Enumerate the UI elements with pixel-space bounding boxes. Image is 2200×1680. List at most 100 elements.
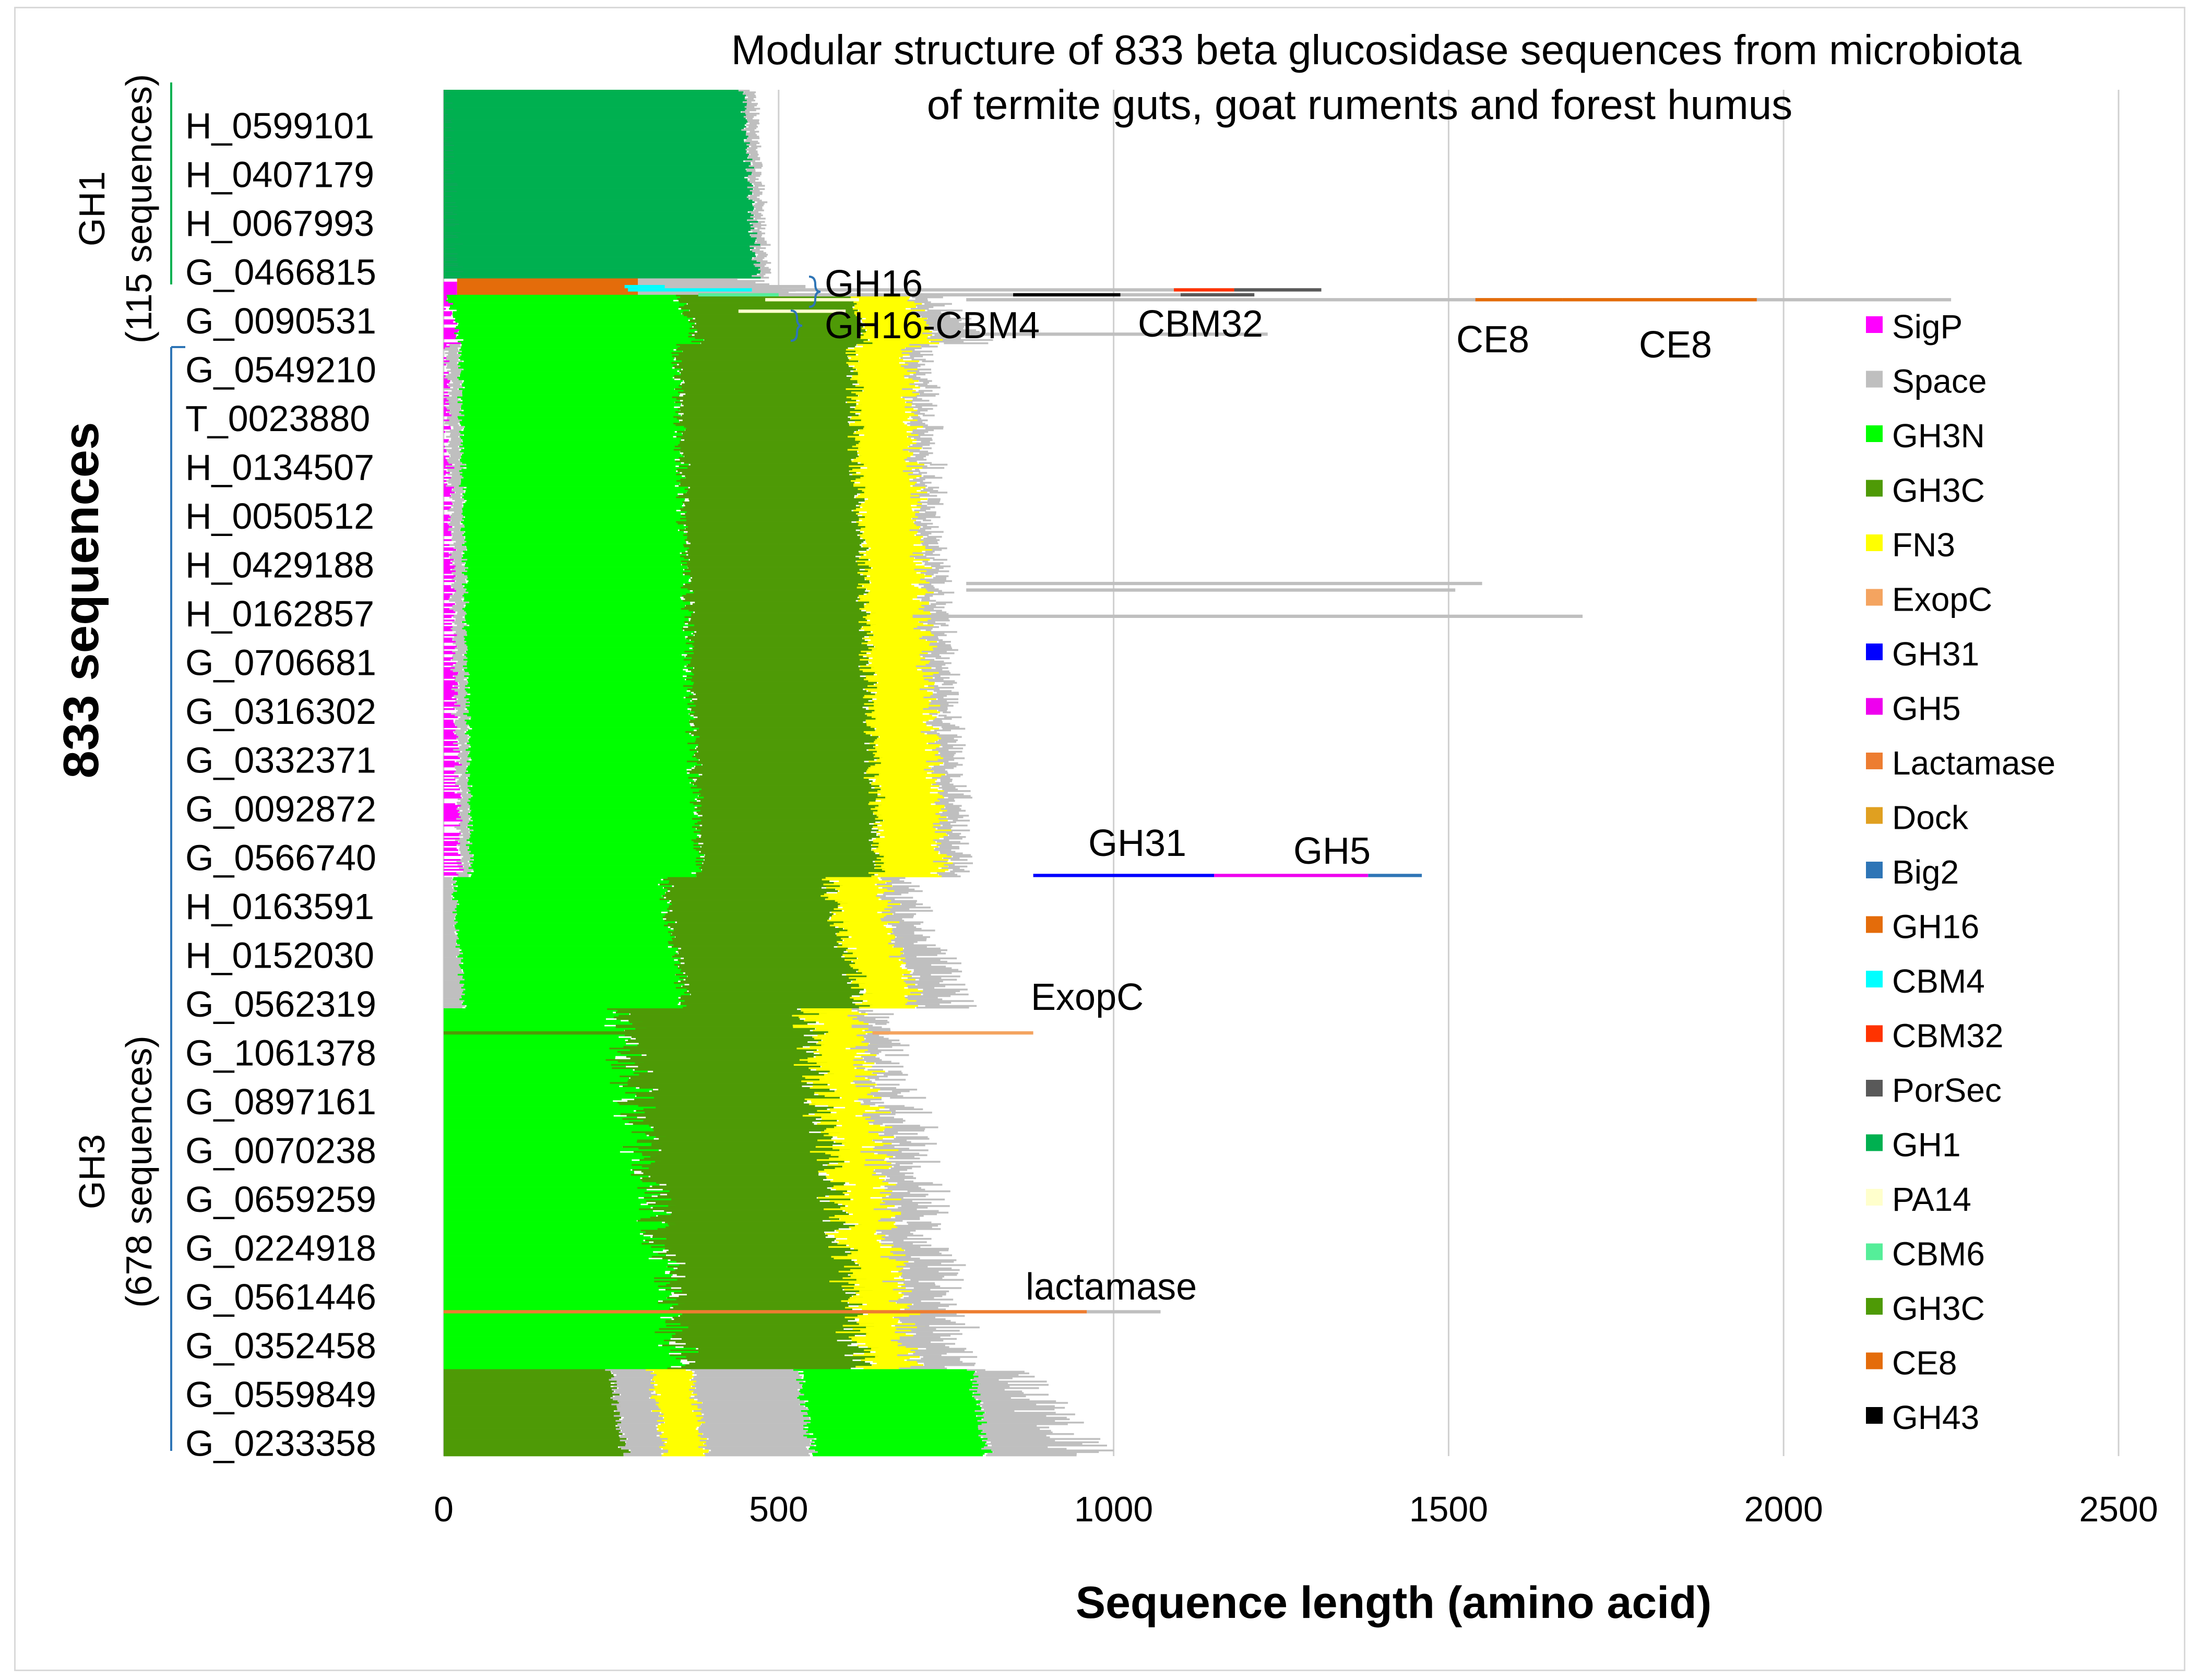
bar-segment-gh1 [444,231,748,233]
bar-segment-space [447,469,462,471]
bar-segment-space [455,601,469,604]
annotation-gh31: GH31 [1088,823,1186,864]
bar-segment-space [612,1392,651,1394]
bar-segment-gh3n [461,454,682,456]
bar-segment-space [944,762,958,765]
bar-segment-gh3c [686,538,860,540]
bar-segment-fn3 [865,1343,911,1345]
bar-segment-gh3c [662,895,824,897]
bar-segment-gh3c [680,508,861,510]
bar-segment-gh3c [688,777,864,779]
bar-segment-space [452,606,465,609]
bar-segment-fn3 [852,960,910,963]
bar-segment-space [919,314,950,317]
bar-segment-gh3n [467,575,694,577]
bar-segment-space [884,908,910,910]
bar-segment-gh3n [811,1418,982,1421]
bar-segment-gh3n [470,687,695,689]
bar-segment-gh3n [803,1425,980,1427]
bar-segment-sigp [444,716,458,719]
bar-segment-space [883,1144,925,1147]
bar-segment-gh3c [683,585,862,587]
bar-segment-space [882,911,896,914]
bar-segment-space [455,839,468,841]
bar-segment-gh3n [454,924,667,927]
bar-segment-space [925,664,946,666]
bar-segment-sigp [444,439,449,441]
bar-segment-gh3c [697,779,869,781]
bar-segment-gh3c [644,1158,843,1160]
bar-segment-gh3n [444,1136,666,1138]
bar-segment-gh3n [464,539,689,541]
bar-segment-gh3c [642,1154,834,1157]
bar-segment-space [456,769,468,771]
bar-segment-gh3n [444,1141,649,1143]
bar-segment-space [930,631,957,633]
bar-segment-space [977,1371,1025,1373]
bar-segment-space [929,581,945,584]
bar-segment-gh3c [692,756,874,758]
bar-segment-fn3 [862,532,917,535]
bar-segment-gh1 [444,273,757,276]
bar-segment-space [926,321,959,323]
bar-segment-space [938,787,956,789]
bar-segment-space [876,895,886,897]
bar-segment-space [922,670,949,673]
bar-segment-fn3 [838,1155,893,1158]
bar-segment-gh3n [466,644,695,646]
bar-segment-space [913,454,929,456]
bar-segment-space [899,1367,947,1369]
bar-segment-sigp [444,337,457,340]
bar-segment-gh3n [457,363,677,366]
bar-segment-space [921,669,943,671]
bar-segment-fn3 [824,1074,877,1076]
bar-segment-space [933,577,947,579]
bar-segment-space [456,734,468,736]
bar-segment-gh3c [699,736,879,738]
bar-segment-gh3n [802,1385,972,1388]
bar-segment-space [451,493,461,495]
bar-segment-space [444,885,456,887]
bar-segment-gh3n [444,1226,673,1229]
bar-segment-gh3n [462,393,680,395]
bar-segment-fn3 [857,587,919,589]
bar-segment-space [444,970,462,973]
bar-segment-fn3 [850,1251,903,1253]
bar-segment-space [611,1397,649,1399]
bar-segment-space [451,501,462,504]
bar-segment-gh3c [651,1090,835,1092]
bar-segment-gh3n [459,903,676,905]
bar-segment-fn3 [872,1364,923,1366]
bar-segment-space [905,347,922,349]
bar-segment-gh3c [617,1051,806,1053]
bar-segment-gh16 [457,280,638,282]
bar-segment-space [449,434,463,436]
bar-segment-gh3c [679,485,854,487]
bar-segment-gh3n [458,323,695,325]
bar-segment-space [451,475,463,478]
bar-segment-gh3c [444,1439,620,1442]
bar-segment-gh3n [802,1387,980,1389]
bar-segment-space [915,469,920,471]
bar-segment-space [853,1059,882,1061]
bar-segment-space [873,1148,909,1150]
bar-segment-gh3c [662,916,830,919]
bar-segment-space [449,557,463,559]
bar-segment-gh3n [466,749,691,751]
bar-segment-space [920,578,946,581]
bar-segment-space [903,952,946,955]
bar-segment-space [454,675,465,677]
bar-segment-fn3 [818,1093,868,1095]
bar-segment-space [444,388,458,390]
bar-segment-gh3n [467,662,692,664]
bar-segment-space [455,664,467,666]
bar-segment-sigp [444,440,450,443]
bar-segment-gh3c [698,1351,871,1353]
bar-segment-space [620,1426,660,1428]
bar-segment-sigp [444,332,458,335]
bar-segment-gh3n [459,951,676,953]
bar-segment-gh3c [686,492,867,494]
bar-segment-gh3c [658,1215,848,1217]
bar-segment-gh3c [679,300,849,302]
bar-segment-space [922,467,945,469]
